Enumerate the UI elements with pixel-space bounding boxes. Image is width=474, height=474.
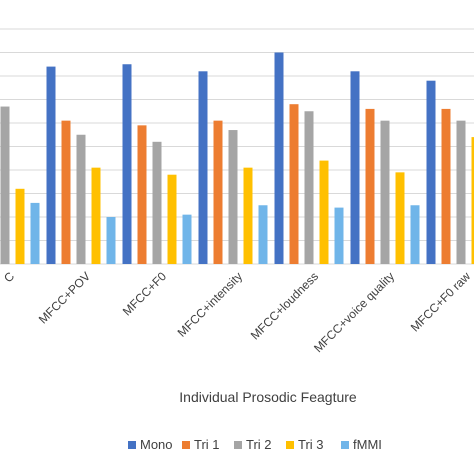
- x-tick-label: MFCC+F0: [120, 269, 169, 318]
- bar-mono: [426, 80, 436, 264]
- bar-tri-2: [304, 111, 314, 264]
- bar-fmmi: [334, 207, 344, 264]
- legend-label: Tri 2: [246, 437, 272, 452]
- x-tick-label: C: [1, 269, 17, 285]
- legend-label: Tri 1: [194, 437, 220, 452]
- bar-mono: [122, 64, 132, 264]
- x-tick-label: MFCC+loudness: [248, 269, 321, 342]
- bar-mono: [46, 66, 56, 264]
- bar-tri-2: [380, 120, 390, 265]
- legend-swatch: [286, 441, 294, 449]
- x-tick-label: MFCC+voice quality: [311, 269, 397, 355]
- x-tick-label: MFCC+F0 raw: [408, 269, 474, 335]
- bar-tri-3: [395, 172, 405, 264]
- x-tick-label: MFCC+intensity: [175, 269, 245, 339]
- bar-tri-3: [15, 188, 25, 264]
- bar-tri-3: [91, 167, 101, 264]
- x-axis-title: Individual Prosodic Feagture: [179, 389, 357, 405]
- bar-tri-2: [0, 106, 10, 264]
- bar-fmmi: [106, 217, 116, 264]
- bar-mono: [350, 71, 360, 264]
- legend-label: Tri 3: [298, 437, 324, 452]
- legend-label: Mono: [140, 437, 173, 452]
- legend-swatch: [182, 441, 190, 449]
- legend-swatch: [341, 441, 349, 449]
- bar-tri-3: [243, 167, 253, 264]
- bar-tri-2: [76, 134, 86, 264]
- bar-tri-2: [228, 130, 238, 264]
- bar-fmmi: [258, 205, 268, 264]
- x-tick-labels: C MFCC+POV MFCC+F0 MFCC+intensity MFCC+loudn…: [1, 269, 474, 355]
- bar-tri-1: [441, 108, 451, 265]
- bar-fmmi: [410, 205, 420, 264]
- legend-label: fMMI: [353, 437, 382, 452]
- bar-fmmi: [30, 202, 40, 264]
- bar-tri-2: [152, 141, 162, 264]
- bar-fmmi: [182, 214, 192, 264]
- legend-swatch: [128, 441, 136, 449]
- bar-tri-1: [213, 120, 223, 265]
- legend-swatch: [234, 441, 242, 449]
- legend: Mono Tri 1 Tri 2 Tri 3 fMMI: [128, 437, 382, 452]
- x-tick-label: MFCC+POV: [36, 269, 93, 326]
- bar-tri-1: [289, 104, 299, 264]
- bar-tri-3: [471, 137, 474, 264]
- bar-tri-1: [137, 125, 147, 264]
- bar-mono: [274, 52, 284, 264]
- bar-tri-2: [456, 120, 466, 265]
- bar-mono: [198, 71, 208, 264]
- bars: [0, 52, 474, 265]
- bar-tri-1: [365, 108, 375, 265]
- bar-tri-3: [167, 174, 177, 264]
- bar-tri-1: [61, 120, 71, 265]
- bar-tri-3: [319, 160, 329, 264]
